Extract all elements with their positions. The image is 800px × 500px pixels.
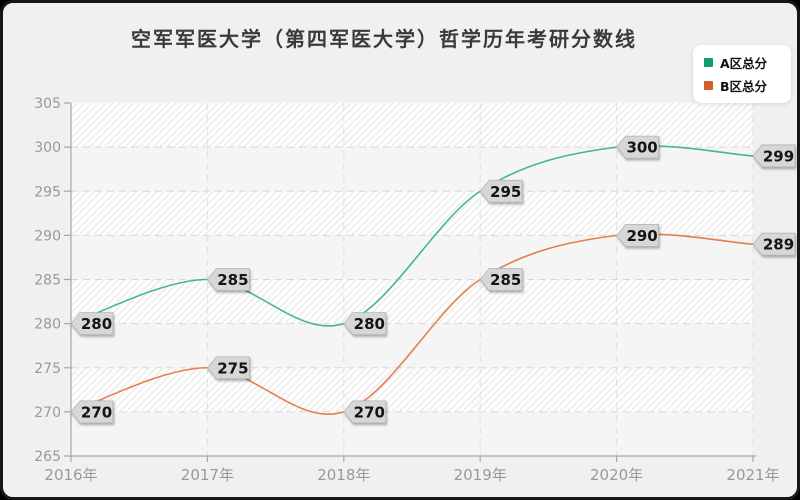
- plot-band: [71, 411, 753, 456]
- legend-item-zone-a: A区总分: [693, 53, 791, 72]
- y-tick-label: 280: [34, 317, 61, 333]
- point-label-callout: 289: [752, 232, 796, 256]
- point-label: 299: [763, 147, 794, 165]
- x-tick-label: 2019年: [454, 466, 507, 484]
- line-chart-canvas: 265 270 275 280 285 290 295 300 305 2016年 2017年 201…: [34, 96, 796, 484]
- point-label-callout: 285: [479, 268, 523, 291]
- y-tick-label: 290: [34, 228, 61, 244]
- callout-tag-shape: [70, 400, 114, 424]
- point-label: 280: [354, 315, 385, 333]
- plot-band: [71, 367, 753, 412]
- zone-a-square-icon: [704, 58, 713, 67]
- callout-tag-shape: [752, 232, 796, 256]
- callout-tag-shape: [479, 268, 523, 291]
- x-tick-label: 2017年: [181, 466, 234, 484]
- callout-tag-shape: [206, 268, 250, 291]
- chart-title: 空军军医大学（第四军医大学）哲学历年考研分数线: [131, 27, 637, 51]
- y-tick-label: 300: [34, 140, 61, 156]
- y-tick-label: 270: [34, 405, 61, 421]
- callout-tag-shape: [343, 400, 387, 424]
- point-label: 285: [490, 271, 521, 289]
- legend-label-zone-b: B区总分: [720, 79, 768, 94]
- legend-label-zone-a: A区总分: [720, 56, 768, 71]
- point-label-callout: 270: [343, 400, 387, 424]
- callout-tag-shape: [752, 144, 796, 168]
- legend-item-zone-b: B区总分: [693, 76, 791, 95]
- y-tick-label: 295: [34, 184, 61, 200]
- point-label-callout: 270: [70, 400, 114, 424]
- x-tick-label: 2020年: [590, 466, 643, 484]
- callout-tag-shape: [616, 223, 659, 247]
- point-label-callout: 280: [343, 312, 387, 336]
- point-label: 285: [217, 271, 248, 289]
- point-label: 270: [81, 403, 112, 421]
- point-label: 290: [626, 227, 657, 245]
- x-tick-label: 2016年: [44, 466, 97, 484]
- callout-tag-shape: [343, 312, 387, 336]
- y-tick-label: 305: [34, 96, 61, 112]
- plot-band: [71, 323, 753, 368]
- point-label-callout: 290: [616, 223, 659, 247]
- point-label-callout: 275: [206, 356, 250, 380]
- x-tick-label: 2018年: [317, 466, 370, 484]
- point-label-callout: 299: [752, 144, 796, 168]
- point-label: 270: [354, 403, 385, 421]
- point-label-callout: 285: [206, 268, 250, 291]
- point-label: 275: [217, 359, 248, 377]
- x-tick-label: 2021年: [726, 466, 779, 484]
- callout-tag-shape: [70, 312, 114, 336]
- legend: A区总分 B区总分: [693, 45, 791, 103]
- point-label-callout: 280: [70, 312, 114, 336]
- y-tick-label: 285: [34, 273, 61, 289]
- callout-tag-shape: [479, 179, 523, 203]
- point-label: 280: [81, 315, 112, 333]
- point-label: 295: [490, 183, 521, 201]
- callout-tag-shape: [616, 135, 659, 159]
- point-label-callout: 300: [616, 135, 659, 159]
- point-label: 289: [763, 236, 794, 254]
- callout-tag-shape: [206, 356, 250, 380]
- point-label: 300: [626, 139, 657, 157]
- zone-b-square-icon: [704, 81, 713, 90]
- point-label-callout: 295: [479, 179, 523, 203]
- plot-band: [71, 279, 753, 324]
- y-tick-label: 265: [34, 449, 61, 465]
- y-tick-label: 275: [34, 361, 61, 377]
